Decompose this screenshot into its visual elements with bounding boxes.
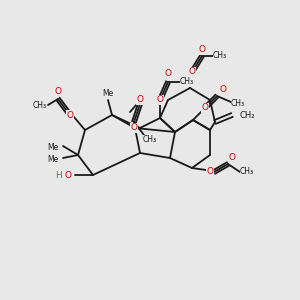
- Text: CH₃: CH₃: [213, 52, 227, 61]
- Text: O: O: [164, 70, 172, 79]
- Text: O: O: [64, 170, 71, 179]
- Text: O: O: [67, 110, 73, 119]
- Text: O: O: [229, 154, 236, 163]
- Text: CH₃: CH₃: [240, 167, 254, 176]
- Text: O: O: [220, 85, 226, 94]
- Text: O: O: [202, 103, 208, 112]
- Text: O: O: [130, 124, 137, 133]
- Text: O: O: [136, 95, 143, 104]
- Text: O: O: [188, 68, 196, 76]
- Text: Me: Me: [102, 88, 114, 98]
- Text: Me: Me: [47, 143, 58, 152]
- Text: CH₃: CH₃: [180, 77, 194, 86]
- Text: H: H: [55, 170, 62, 179]
- Text: CH₂: CH₂: [240, 110, 256, 119]
- Text: O: O: [157, 95, 164, 104]
- Text: O: O: [55, 86, 62, 95]
- Text: O: O: [206, 167, 214, 176]
- Text: CH₃: CH₃: [231, 98, 245, 107]
- Text: O: O: [199, 46, 206, 55]
- Text: CH₃: CH₃: [143, 136, 157, 145]
- Text: Me: Me: [47, 155, 58, 164]
- Text: CH₃: CH₃: [33, 100, 47, 109]
